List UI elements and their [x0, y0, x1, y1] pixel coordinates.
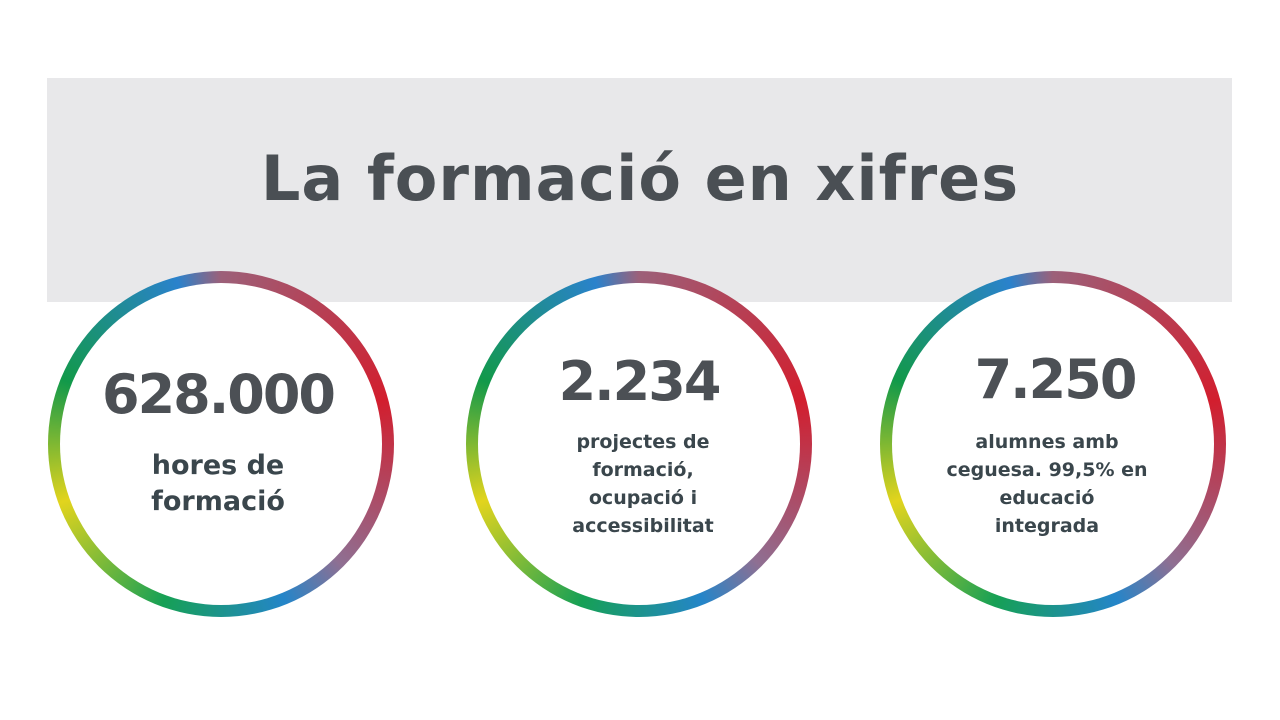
stat-label-line: educació [999, 487, 1095, 509]
header-band [47, 78, 1232, 302]
stat-value-students: 7.250 [974, 348, 1138, 411]
stat-label-line: formació, [592, 459, 694, 481]
stat-label-line: ocupació i [588, 487, 698, 509]
stat-value-projects: 2.234 [558, 350, 722, 413]
stat-value-hours: 628.000 [102, 363, 336, 426]
stat-ring-students [880, 271, 1226, 617]
stat-label-line: formació [151, 486, 285, 517]
stat-label-line: integrada [994, 515, 1100, 537]
stat-ring-projects [466, 271, 812, 617]
stat-label-line: hores de [151, 450, 285, 481]
stat-label-hours: hores de formació [45, 448, 391, 520]
stat-label-students: alumnes amb ceguesa. 99,5% en educació i… [874, 428, 1220, 540]
page-title: La formació en xifres [260, 142, 1020, 215]
stat-ring-hours [48, 271, 394, 617]
stat-label-line: alumnes amb [975, 431, 1119, 453]
stat-label-line: accessibilitat [572, 515, 714, 537]
stat-label-line: ceguesa. 99,5% en [946, 459, 1148, 481]
stat-label-projects: projectes de formació, ocupació i access… [470, 428, 816, 540]
stat-label-line: projectes de [576, 431, 710, 453]
